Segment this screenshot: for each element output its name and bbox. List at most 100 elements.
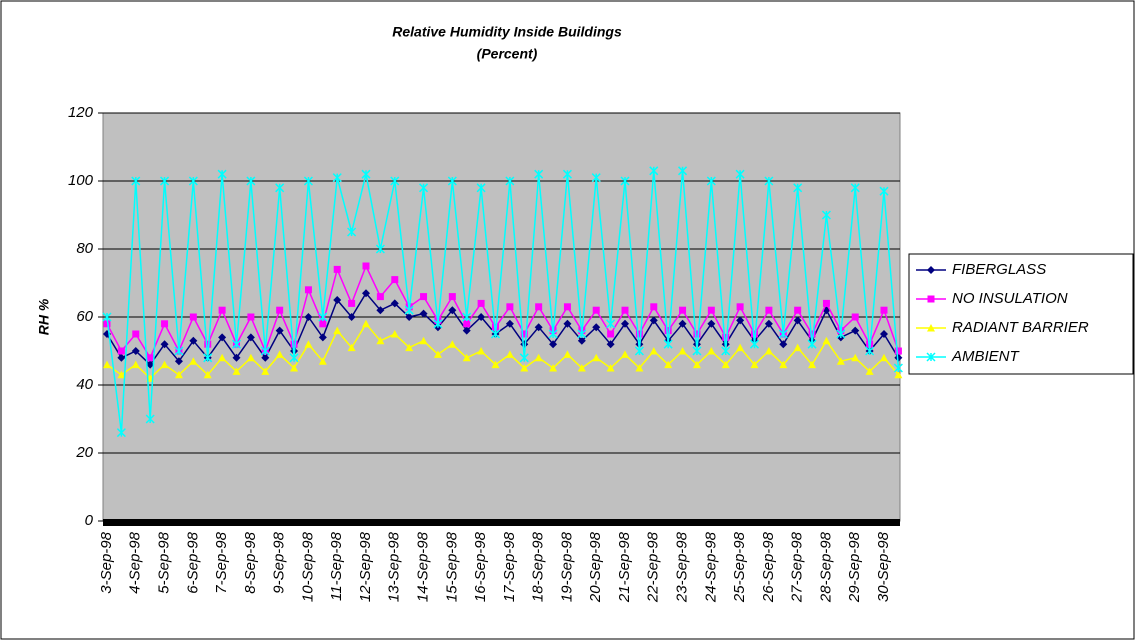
marker xyxy=(577,336,586,345)
marker xyxy=(462,353,471,362)
marker xyxy=(376,306,385,315)
marker xyxy=(404,305,414,315)
marker xyxy=(793,183,803,193)
marker xyxy=(261,367,270,375)
marker xyxy=(218,353,227,362)
marker xyxy=(462,312,472,322)
marker xyxy=(563,350,572,358)
marker xyxy=(319,320,327,328)
x-tick-label: 21-Sep-98 xyxy=(616,531,633,603)
legend-marker xyxy=(927,324,935,332)
marker xyxy=(303,176,313,186)
marker xyxy=(390,176,400,186)
marker xyxy=(348,299,356,307)
marker xyxy=(290,364,299,372)
marker xyxy=(764,176,774,186)
x-tick-label: 24-Sep-98 xyxy=(702,531,719,603)
marker xyxy=(447,176,457,186)
legend-marker xyxy=(926,352,936,362)
x-tick-label: 6-Sep-98 xyxy=(184,531,201,593)
marker xyxy=(203,353,213,363)
marker xyxy=(851,353,860,362)
marker xyxy=(448,306,457,315)
marker xyxy=(333,296,342,304)
marker xyxy=(318,333,327,342)
marker xyxy=(247,313,255,321)
marker xyxy=(592,353,601,362)
marker xyxy=(232,353,241,362)
marker xyxy=(562,169,572,179)
marker xyxy=(736,343,745,352)
marker xyxy=(549,340,558,349)
marker xyxy=(519,353,529,363)
marker xyxy=(116,428,126,438)
y-tick-label: 120 xyxy=(68,104,94,121)
marker xyxy=(246,176,256,186)
marker xyxy=(549,364,558,372)
marker xyxy=(333,265,341,273)
marker xyxy=(304,313,313,321)
marker xyxy=(520,330,528,338)
marker xyxy=(534,323,543,332)
marker xyxy=(246,353,255,362)
marker xyxy=(736,303,744,311)
marker xyxy=(634,346,644,356)
marker xyxy=(563,303,571,311)
marker xyxy=(347,227,357,237)
series-line xyxy=(106,170,900,433)
marker xyxy=(821,210,831,220)
marker xyxy=(333,326,342,335)
marker xyxy=(433,350,442,358)
marker xyxy=(692,360,701,369)
marker xyxy=(693,330,701,338)
marker xyxy=(476,183,486,193)
x-tick-label: 23-Sep-98 xyxy=(674,531,691,603)
marker xyxy=(678,347,687,355)
marker xyxy=(375,244,385,254)
marker xyxy=(419,309,428,318)
x-tick-label: 13-Sep-98 xyxy=(386,531,403,602)
marker xyxy=(146,360,155,369)
marker xyxy=(649,347,658,355)
marker xyxy=(103,360,111,369)
marker xyxy=(361,169,371,179)
legend-marker xyxy=(927,266,935,274)
marker xyxy=(188,176,198,186)
marker xyxy=(692,346,702,356)
y-tick-label: 100 xyxy=(68,172,94,189)
marker xyxy=(132,330,140,338)
marker xyxy=(405,343,414,352)
marker xyxy=(146,354,154,362)
marker xyxy=(880,306,888,314)
marker xyxy=(635,364,644,372)
marker xyxy=(490,329,501,339)
x-tick-label: 16-Sep-98 xyxy=(472,531,489,602)
marker xyxy=(290,340,298,348)
marker xyxy=(448,340,457,348)
marker xyxy=(420,293,428,301)
marker xyxy=(865,367,874,375)
marker xyxy=(362,262,370,270)
marker xyxy=(117,347,125,355)
legend-label: FIBERGLASS xyxy=(952,261,1046,278)
marker xyxy=(505,176,515,186)
marker xyxy=(376,293,384,301)
marker xyxy=(477,313,486,321)
marker xyxy=(448,293,456,301)
marker xyxy=(246,333,255,342)
marker xyxy=(707,347,716,355)
marker xyxy=(879,186,889,196)
marker xyxy=(102,312,112,322)
legend-label: AMBIENT xyxy=(951,348,1021,365)
x-tick-label: 28-Sep-98 xyxy=(817,531,834,603)
x-tick-label: 27-Sep-98 xyxy=(789,531,806,603)
marker xyxy=(462,326,471,335)
y-tick-label: 0 xyxy=(85,512,94,529)
marker xyxy=(535,303,543,311)
marker xyxy=(276,306,284,314)
x-tick-label: 26-Sep-98 xyxy=(760,531,777,603)
marker xyxy=(260,346,270,356)
marker xyxy=(103,320,111,328)
marker xyxy=(419,336,428,345)
marker xyxy=(419,183,429,193)
